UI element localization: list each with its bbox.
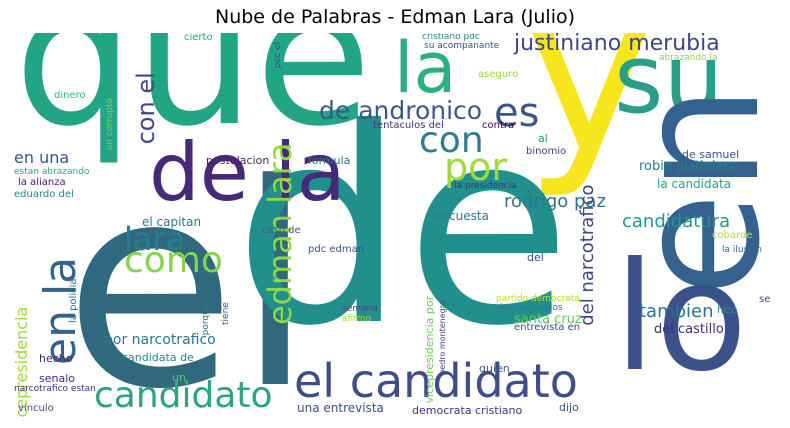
cloud-word: quien — [479, 362, 510, 375]
cloud-word: de samuel — [682, 148, 740, 161]
cloud-word: con — [419, 120, 484, 161]
cloud-word: robin justiniano — [639, 159, 740, 174]
cloud-word: afirmo — [342, 314, 371, 324]
cloud-word: santa cruz — [514, 312, 582, 327]
cloud-word: la alianza — [18, 177, 66, 188]
cloud-word: de la — [149, 126, 346, 219]
chart-title: Nube de Palabras - Edman Lara (Julio) — [214, 6, 576, 28]
cloud-word: aseguro — [478, 69, 519, 80]
cloud-word: contra — [482, 120, 515, 131]
cloud-word: hizo — [717, 305, 738, 316]
cloud-word: dinero — [54, 90, 86, 101]
cloud-word: los tentaculos — [500, 303, 563, 313]
cloud-word: su — [614, 33, 724, 135]
cloud-word: del — [527, 251, 544, 264]
cloud-word: del narcotrafico — [577, 184, 598, 326]
cloud-word: del castillo — [654, 322, 724, 337]
cloud-word: con el — [132, 72, 160, 145]
cloud-word: la candidata — [657, 177, 732, 191]
cloud-word: pdc edman — [308, 244, 365, 255]
cloud-word: tambien — [639, 301, 714, 322]
cloud-word: de andronico — [319, 96, 483, 125]
cloud-word: y — [524, 33, 655, 201]
cloud-word: cristiano pdc — [422, 33, 480, 42]
cloud-word: caso de — [262, 225, 301, 236]
cloud-word: vicepresidencia por — [423, 295, 436, 404]
cloud-word: binomio — [526, 146, 567, 157]
cloud-word: lo — [614, 231, 748, 405]
cloud-word: un — [172, 371, 186, 384]
word-cloud: que y el de su en lo la de la el candidato candida… — [14, 33, 778, 419]
cloud-word: partido democrata — [496, 294, 580, 304]
cloud-word: narcotrafico estan — [14, 384, 96, 394]
cloud-word: es — [494, 90, 540, 136]
cloud-word: lara — [124, 220, 186, 258]
cloud-word: la ilusion — [722, 245, 762, 255]
cloud-word: semana — [342, 304, 378, 314]
cloud-word: dijo — [559, 401, 579, 414]
cloud-word: eduardo del — [14, 189, 74, 200]
cloud-word: postulacion — [206, 154, 270, 167]
cloud-word: el capitan — [142, 215, 202, 229]
cloud-word: por — [444, 145, 507, 189]
cloud-word: senalo — [39, 372, 75, 385]
cloud-word: en una — [14, 148, 70, 167]
cloud-word: por narcotrafico — [104, 332, 216, 348]
cloud-word: cierto — [184, 33, 213, 43]
cloud-word: cobarde — [712, 230, 753, 241]
cloud-word: vinculo — [18, 403, 54, 414]
cloud-word: como — [124, 240, 223, 281]
cloud-word: la presidencia — [454, 181, 517, 191]
cloud-word: si — [181, 294, 189, 305]
cloud-word: de — [234, 70, 572, 385]
cloud-word: pedro montenegro — [438, 300, 447, 375]
cloud-word: el candidato — [294, 354, 578, 408]
cloud-word: encuesta — [434, 209, 489, 223]
cloud-word: la — [394, 33, 457, 109]
cloud-word: un corrupto — [105, 97, 115, 151]
cloud-word: hecho — [39, 352, 73, 365]
cloud-word: candidato — [94, 375, 273, 416]
cloud-word: el — [64, 125, 315, 419]
cloud-word: justiniano merubia — [514, 33, 720, 56]
cloud-word: democrata cristiano — [412, 404, 523, 417]
cloud-word: tentaculos del — [373, 120, 444, 131]
cloud-word: candidata de — [122, 351, 194, 364]
cloud-word: al — [538, 132, 548, 145]
cloud-word: que — [14, 33, 372, 168]
cloud-word: su acompanante — [424, 41, 500, 51]
cloud-word: entrevista en — [514, 322, 581, 333]
cloud-word: formula — [308, 154, 351, 167]
cloud-word: pcc el — [273, 41, 283, 69]
cloud-word: se — [759, 294, 771, 305]
cloud-word: porque — [201, 303, 211, 336]
cloud-word: rodrigo paz — [504, 191, 606, 212]
cloud-word: candidatura — [622, 211, 731, 232]
cloud-word: la policia — [68, 278, 79, 323]
cloud-word: una entrevista — [297, 401, 384, 415]
cloud-word: estan abrazando — [14, 167, 90, 177]
cloud-word: tiene — [221, 302, 231, 325]
cloud-word: abrazando la — [659, 53, 718, 63]
